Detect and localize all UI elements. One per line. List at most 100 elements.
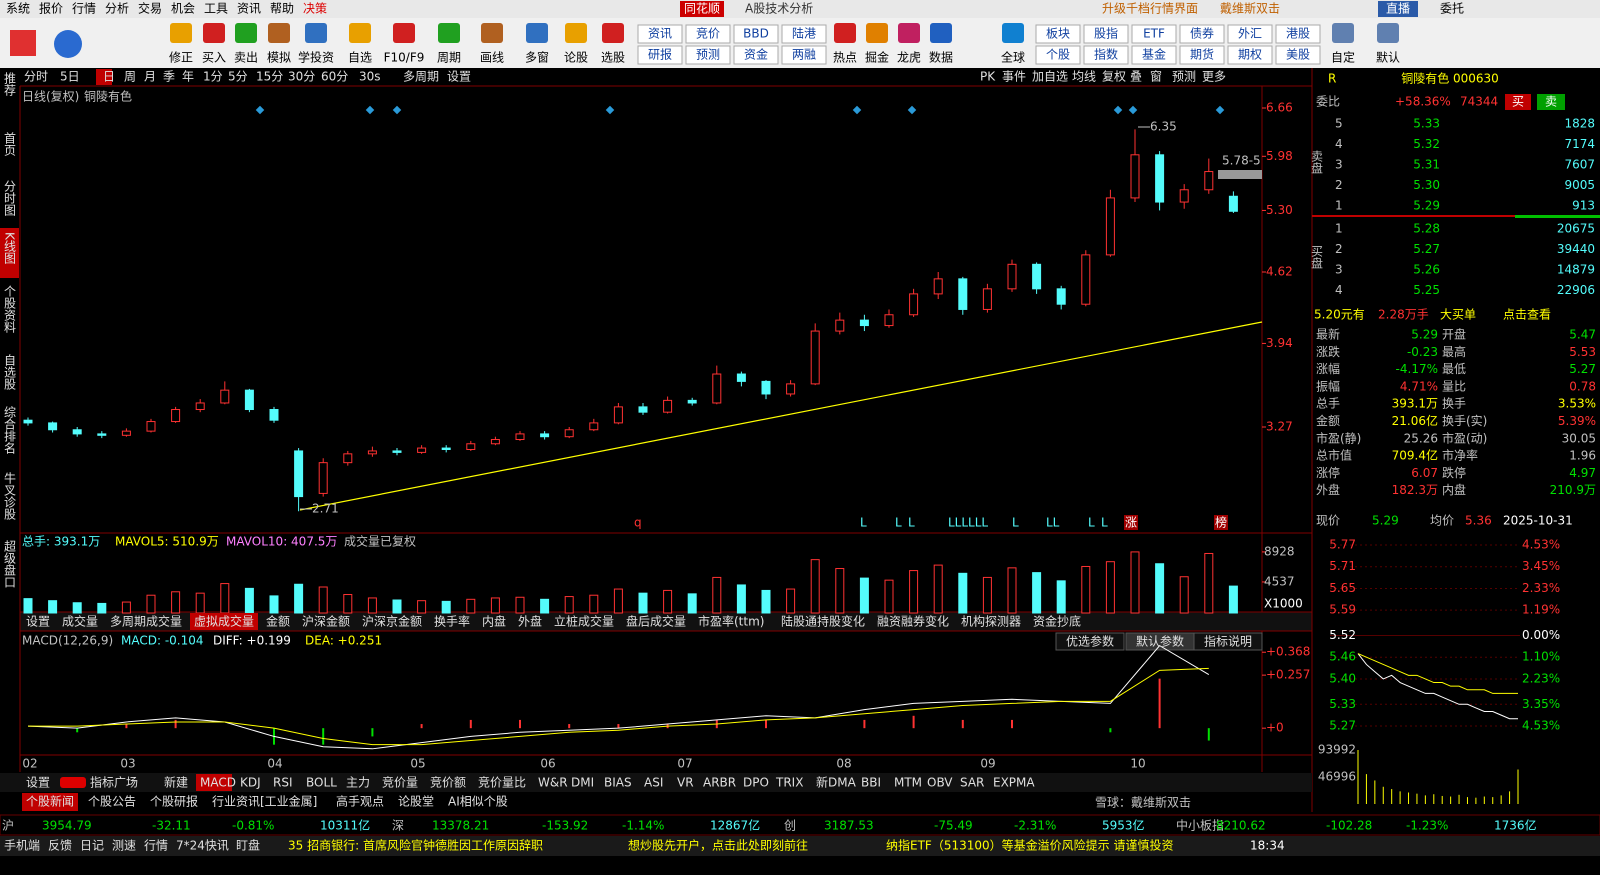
indicator-tab[interactable]: 外盘 (518, 614, 542, 629)
period-tab[interactable]: 多周期 (403, 70, 439, 84)
tool-label[interactable]: 卖出 (234, 51, 258, 65)
tool-label[interactable]: 多窗 (525, 51, 549, 65)
period-tab[interactable]: 30s (359, 70, 381, 84)
indicator-tab[interactable]: 多周期成交量 (110, 614, 182, 629)
period-tab[interactable]: 月 (144, 70, 156, 84)
grid-button-label[interactable]: ETF (1143, 27, 1165, 41)
indicator[interactable]: KDJ (240, 776, 261, 790)
buy-label[interactable]: 买 (1512, 95, 1524, 109)
tool-label[interactable]: 周期 (437, 51, 461, 65)
bottom-tab[interactable]: 个股公告 (88, 795, 136, 809)
grid-button-label[interactable]: 基金 (1142, 47, 1166, 62)
sidebar-tab[interactable]: 超级盘口 (3, 539, 17, 588)
tool-label[interactable]: 买入 (202, 51, 226, 65)
chart-tab[interactable]: 窗 (1150, 70, 1162, 84)
status-item[interactable]: 盯盘 (236, 838, 260, 853)
param-button-label[interactable]: 指标说明 (1204, 634, 1252, 649)
indicator-tab[interactable]: 市盈率(ttm) (698, 614, 764, 629)
status-item[interactable]: 反馈 (48, 839, 72, 853)
indicator-tab[interactable]: 资金抄底 (1033, 614, 1081, 629)
tool-label[interactable]: 龙虎 (897, 51, 921, 65)
tool-label[interactable]: 数据 (929, 50, 953, 65)
indicator[interactable]: 设置 (26, 776, 50, 790)
indicator-tab[interactable]: 盘后成交量 (626, 614, 686, 629)
period-tab[interactable]: 设置 (447, 70, 471, 84)
period-tab[interactable]: 日 (103, 70, 115, 84)
tool-label[interactable]: 修正 (169, 50, 193, 65)
indicator[interactable]: EXPMA (993, 776, 1035, 790)
period-tab[interactable]: 60分 (321, 70, 348, 84)
grid-button-label[interactable]: 陆港 (792, 26, 816, 41)
indicator[interactable]: RSI (273, 776, 293, 790)
tool-label[interactable]: 选股 (601, 51, 625, 65)
grid-button-label[interactable]: 港股 (1286, 27, 1310, 41)
status-item[interactable]: 测速 (112, 839, 136, 853)
sell-label[interactable]: 卖 (1545, 95, 1557, 109)
indicator-tab[interactable]: 陆股通持股变化 (781, 614, 865, 629)
indicator[interactable]: ASI (644, 776, 663, 790)
indicator[interactable]: DPO (743, 776, 769, 790)
indicator[interactable]: ARBR (703, 776, 736, 790)
indicator-tab[interactable]: 沪深京金额 (362, 614, 422, 629)
param-button-label[interactable]: 默认参数 (1136, 634, 1184, 649)
period-tab[interactable]: 5日 (60, 70, 80, 84)
period-tab[interactable]: 季 (163, 70, 175, 84)
chart-tab[interactable]: 预测 (1172, 70, 1196, 84)
tool-label[interactable]: 全球 (1001, 50, 1025, 65)
news-ticker[interactable]: 纳指ETF（513100）等基金溢价风险提示 请谨慎投资 (886, 838, 1173, 853)
grid-button-label[interactable]: 股指 (1094, 26, 1118, 41)
news-ticker[interactable]: 想炒股先开户，点击此处即刻前往 (628, 838, 808, 853)
indicator-tab[interactable]: 融资融券变化 (877, 614, 949, 629)
indicator-tab[interactable]: 机构探测器 (961, 614, 1021, 629)
status-item[interactable]: 行情 (144, 839, 168, 853)
tool-label[interactable]: F10/F9 (384, 51, 425, 65)
grid-button-label[interactable]: 研报 (648, 47, 672, 62)
period-tab[interactable]: 分时 (24, 70, 48, 84)
grid-button-label[interactable]: 资讯 (648, 27, 672, 41)
indicator-tab[interactable]: 虚拟成交量 (194, 614, 254, 629)
sidebar-tab[interactable]: 自选股 (3, 354, 17, 391)
big-order[interactable]: 点击查看 (1503, 308, 1551, 322)
indicator[interactable]: MTM (894, 776, 922, 790)
tool-label[interactable]: 自定 (1331, 50, 1355, 65)
grid-button-label[interactable]: 期权 (1238, 48, 1262, 62)
grid-button-label[interactable]: 板块 (1046, 27, 1070, 41)
bottom-tab[interactable]: 论股堂 (398, 795, 434, 809)
indicator[interactable]: DMI (571, 776, 594, 790)
indicator-tab[interactable]: 内盘 (482, 614, 506, 629)
period-tab[interactable]: 周 (124, 70, 136, 84)
period-tab[interactable]: 15分 (256, 70, 283, 84)
indicator[interactable]: 竞价额 (430, 776, 466, 790)
chart-tab[interactable]: 更多 (1202, 70, 1226, 84)
sidebar-tab[interactable]: 分时图 (3, 180, 17, 216)
bottom-tab[interactable]: AI相似个股 (448, 795, 508, 809)
chart-tab[interactable]: 加自选 (1032, 70, 1068, 84)
chart-tab[interactable]: PK (980, 70, 996, 84)
indicator-tab[interactable]: 立桩成交量 (554, 614, 614, 629)
grid-button-label[interactable]: 两融 (792, 48, 816, 62)
tool-label[interactable]: 掘金 (865, 50, 889, 65)
tool-label[interactable]: 论股 (564, 51, 588, 65)
indicator-tab[interactable]: 金额 (266, 614, 290, 629)
param-button-label[interactable]: 优选参数 (1066, 634, 1114, 649)
indicator[interactable]: 指标广场 (90, 775, 138, 790)
indicator-tab[interactable]: 沪深金额 (302, 614, 350, 629)
status-item[interactable]: 7*24快讯 (176, 839, 229, 853)
chart-tab[interactable]: 事件 (1002, 70, 1026, 84)
sidebar-tab[interactable]: 综合排名 (3, 406, 17, 454)
indicator[interactable]: 新DMA (816, 775, 857, 790)
indicator[interactable]: 主力 (346, 776, 370, 790)
chart-tab[interactable]: 均线 (1072, 70, 1096, 84)
period-tab[interactable]: 5分 (228, 70, 248, 84)
bottom-tab[interactable]: 高手观点 (336, 794, 384, 809)
indicator[interactable]: 竞价量比 (478, 776, 526, 790)
indicator[interactable]: BBI (861, 776, 881, 790)
grid-button-label[interactable]: 指数 (1094, 47, 1118, 62)
sidebar-tab[interactable]: 首页 (3, 132, 17, 157)
grid-button-label[interactable]: 美股 (1286, 48, 1310, 62)
bottom-tab[interactable]: 行业资讯[工业金属] (212, 794, 317, 809)
sidebar-tab[interactable]: 推荐 (3, 72, 17, 97)
grid-button-label[interactable]: 期货 (1190, 47, 1214, 62)
grid-button-label[interactable]: 债券 (1190, 26, 1214, 41)
tool-label[interactable]: 自选 (348, 51, 372, 65)
